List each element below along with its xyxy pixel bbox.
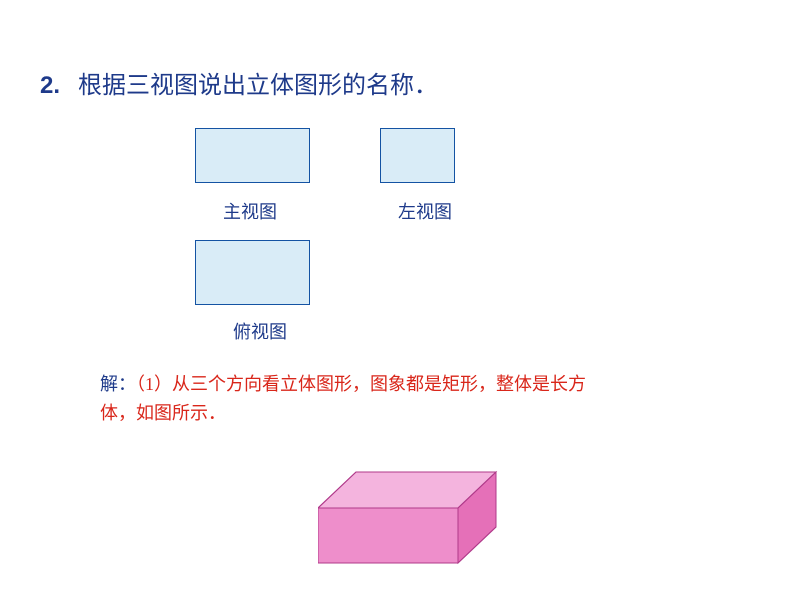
- answer-text-2: 体，如图所示．: [100, 403, 226, 423]
- answer-marker: （1）: [136, 374, 172, 394]
- question-text: 根据三视图说出立体图形的名称．: [78, 65, 438, 100]
- front-view-box: [195, 128, 310, 183]
- answer-block: 解：（1）从三个方向看立体图形，图象都是矩形，整体是长方 体，如图所示．: [100, 370, 700, 428]
- question-number: 2.: [40, 72, 60, 100]
- cuboid-front-face: [318, 508, 458, 563]
- answer-text-1: 从三个方向看立体图形，图象都是矩形，整体是长方: [172, 374, 586, 394]
- top-view-label: 俯视图: [220, 318, 300, 344]
- answer-prefix: 解：: [100, 374, 136, 394]
- cuboid-3d: [318, 470, 498, 565]
- cuboid-svg: [318, 470, 498, 565]
- front-view-label: 主视图: [210, 198, 290, 224]
- left-view-label: 左视图: [385, 198, 465, 224]
- top-view-box: [195, 240, 310, 305]
- left-view-box: [380, 128, 455, 183]
- question-header: 2. 根据三视图说出立体图形的名称．: [40, 65, 438, 100]
